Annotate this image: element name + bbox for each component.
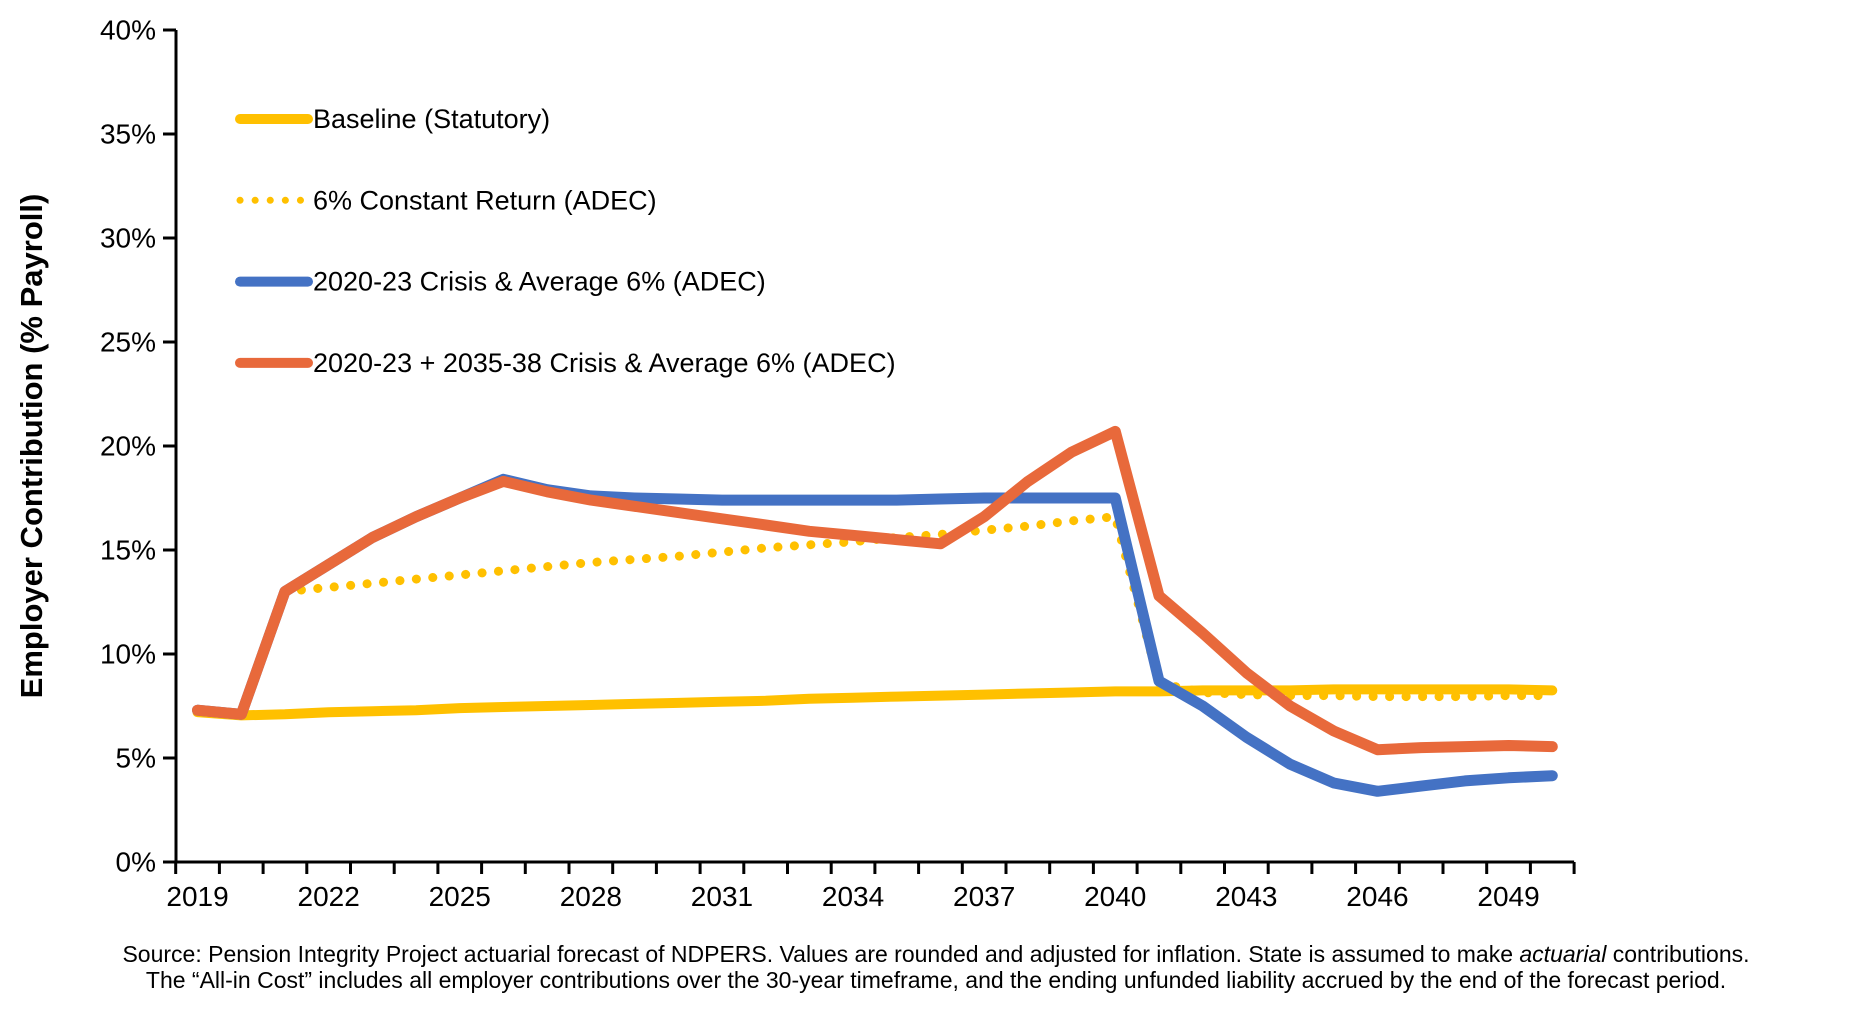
x-tick-label: 2031	[691, 881, 753, 912]
legend: Baseline (Statutory) 6% Constant Return (…	[235, 104, 896, 378]
x-tick-label: 2028	[560, 881, 622, 912]
legend-label-1: 6% Constant Return (ADEC)	[313, 185, 657, 215]
series-line-3	[192, 425, 1558, 756]
source-line-1: Source: Pension Integrity Project actuar…	[122, 941, 1750, 967]
y-tick-label: 10%	[100, 639, 156, 670]
y-tick-label: 30%	[100, 223, 156, 254]
x-tick-label: 2043	[1215, 881, 1277, 912]
axis-line	[174, 30, 1575, 864]
y-axis-title: Employer Contribution (% Payroll)	[14, 194, 49, 699]
x-tick-label: 2025	[429, 881, 491, 912]
x-tick-label: 2037	[953, 881, 1015, 912]
x-tick-label: 2019	[166, 881, 228, 912]
legend-label-2: 2020-23 Crisis & Average 6% (ADEC)	[313, 267, 766, 297]
series-line-1	[280, 512, 1557, 702]
y-tick-label: 0%	[116, 847, 156, 878]
x-tick-label: 2022	[298, 881, 360, 912]
y-tick-label: 15%	[100, 535, 156, 566]
legend-label-3: 2020-23 + 2035-38 Crisis & Average 6% (A…	[313, 348, 896, 378]
source-line-2: The “All-in Cost” includes all employer …	[145, 967, 1727, 993]
source-note: Source: Pension Integrity Project actuar…	[0, 941, 1872, 993]
axes: 0% 5% 10% 15% 20% 25% 30% 35% 40% 2019 2022 2025 202…	[100, 15, 1576, 912]
x-tick-label: 2046	[1346, 881, 1408, 912]
y-tick-label: 40%	[100, 15, 156, 46]
x-tick-label: 2040	[1084, 881, 1146, 912]
y-tick-label: 25%	[100, 327, 156, 358]
legend-label-0: Baseline (Statutory)	[313, 104, 550, 134]
data-series	[192, 425, 1558, 797]
x-tick-label: 2034	[822, 881, 884, 912]
y-tick-label: 5%	[116, 743, 156, 774]
x-tick-label: 2049	[1477, 881, 1539, 912]
y-tick-label: 35%	[100, 119, 156, 150]
y-tick-label: 20%	[100, 431, 156, 462]
series-line-0	[192, 684, 1558, 721]
source-italic-word: actuarial	[1519, 941, 1607, 967]
